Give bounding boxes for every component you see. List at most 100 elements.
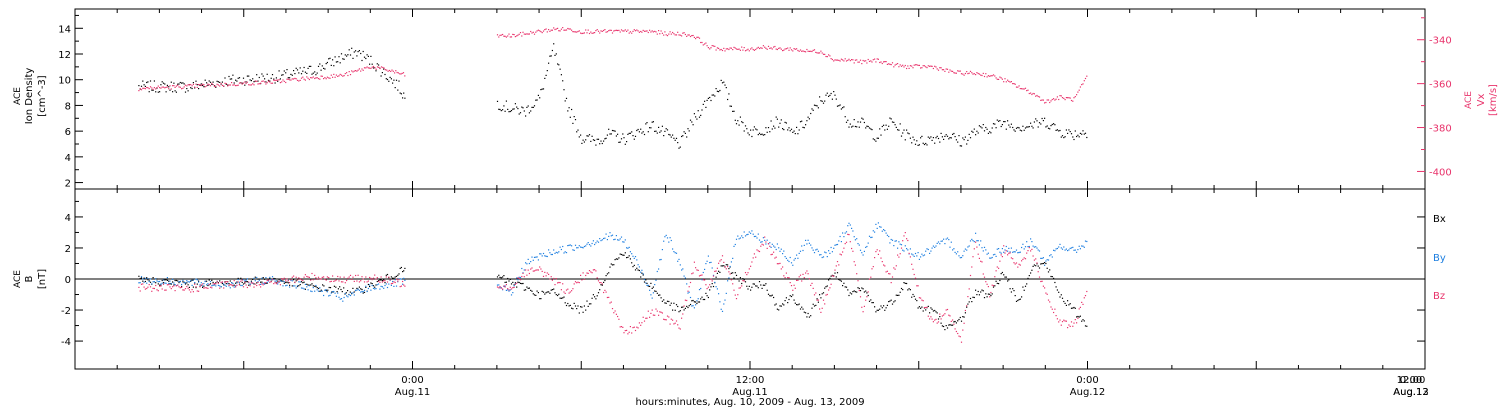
data-point-black	[894, 124, 896, 126]
data-point-pink	[1009, 81, 1011, 83]
legend-by: By	[1433, 253, 1446, 264]
data-point-By	[555, 251, 557, 253]
data-point-pink	[599, 32, 601, 34]
data-point-Bx	[568, 305, 570, 307]
data-point-Bx	[803, 311, 805, 313]
data-point-black	[348, 49, 350, 51]
data-point-Bx	[851, 293, 853, 295]
data-point-black	[766, 131, 768, 133]
data-point-black	[548, 62, 550, 64]
data-point-pink	[660, 30, 662, 32]
data-point-By	[810, 244, 812, 246]
data-point-pink	[225, 83, 227, 85]
data-point-black	[558, 64, 560, 66]
data-point-Bx	[370, 282, 372, 284]
data-point-By	[200, 282, 202, 284]
data-point-Bx	[572, 308, 574, 310]
data-point-By	[863, 250, 865, 252]
data-point-Bx	[159, 284, 161, 286]
data-point-By	[684, 277, 686, 279]
data-point-Bx	[792, 294, 794, 296]
data-point-Bz	[1008, 252, 1010, 254]
data-point-pink	[203, 84, 205, 86]
data-point-By	[1018, 251, 1020, 254]
data-point-black	[940, 132, 942, 134]
data-point-Bz	[799, 274, 802, 276]
data-point-black	[175, 91, 177, 93]
data-point-Bx	[512, 281, 514, 283]
data-point-Bz	[613, 312, 615, 314]
data-point-Bz	[518, 277, 520, 279]
data-point-By	[743, 231, 745, 233]
data-point-Bz	[361, 276, 363, 278]
data-point-black	[632, 135, 634, 137]
data-point-pink	[674, 34, 676, 36]
data-point-pink	[797, 49, 799, 52]
data-point-Bz	[550, 276, 552, 278]
data-point-black	[142, 80, 144, 82]
data-point-By	[1049, 255, 1051, 257]
data-point-pink	[300, 77, 303, 79]
data-point-black	[581, 142, 583, 144]
data-point-black	[315, 74, 317, 76]
data-point-By	[499, 287, 501, 289]
data-point-By	[807, 239, 809, 241]
data-point-Bz	[798, 276, 800, 278]
data-point-pink	[546, 31, 548, 33]
data-point-Bz	[705, 284, 707, 286]
data-point-black	[797, 133, 799, 135]
data-point-pink	[142, 87, 144, 89]
data-point-Bx	[1018, 299, 1020, 301]
data-point-By	[650, 294, 652, 296]
data-point-pink	[399, 73, 401, 75]
data-point-By	[146, 282, 148, 284]
data-point-black	[550, 55, 552, 57]
data-point-black	[211, 83, 213, 85]
data-point-black	[898, 129, 900, 131]
data-point-Bx	[782, 303, 784, 305]
data-point-Bz	[314, 274, 316, 276]
data-point-Bz	[348, 276, 350, 278]
data-point-Bz	[571, 290, 573, 292]
data-point-Bz	[894, 268, 896, 270]
data-point-Bx	[962, 316, 964, 318]
data-point-Bz	[897, 254, 899, 256]
data-point-pink	[1017, 86, 1019, 88]
data-point-Bx	[666, 300, 669, 302]
data-point-pink	[785, 48, 787, 50]
data-point-By	[400, 278, 402, 280]
data-point-Bx	[780, 305, 782, 307]
data-point-black	[592, 139, 594, 141]
data-point-Bz	[165, 289, 167, 291]
data-point-pink	[550, 29, 552, 31]
data-point-Bx	[166, 279, 168, 281]
data-point-black	[692, 124, 694, 126]
data-point-pink	[954, 72, 956, 74]
data-point-pink	[1021, 88, 1023, 90]
data-point-By	[586, 243, 588, 245]
data-point-By	[166, 277, 168, 279]
data-point-Bz	[274, 281, 276, 283]
data-point-By	[943, 238, 945, 240]
data-point-By	[320, 290, 322, 292]
data-point-Bx	[246, 281, 248, 283]
data-point-By	[209, 281, 212, 283]
top-time-tick-group	[116, 9, 1384, 189]
data-point-Bz	[349, 274, 352, 276]
data-point-black	[346, 55, 348, 57]
data-point-black	[187, 90, 189, 92]
data-point-pink	[767, 45, 770, 47]
data-point-black	[710, 99, 712, 102]
data-point-pink	[392, 70, 394, 72]
data-point-By	[838, 240, 840, 242]
data-point-Bx	[352, 287, 354, 289]
data-point-pink	[335, 74, 337, 76]
data-point-Bz	[1065, 320, 1067, 322]
data-point-Bx	[794, 302, 796, 304]
data-point-black	[571, 108, 573, 111]
data-point-pink	[688, 34, 690, 36]
data-point-black	[1031, 125, 1033, 127]
data-point-black	[1056, 129, 1058, 131]
data-point-By	[203, 283, 205, 285]
data-point-Bz	[912, 268, 914, 270]
